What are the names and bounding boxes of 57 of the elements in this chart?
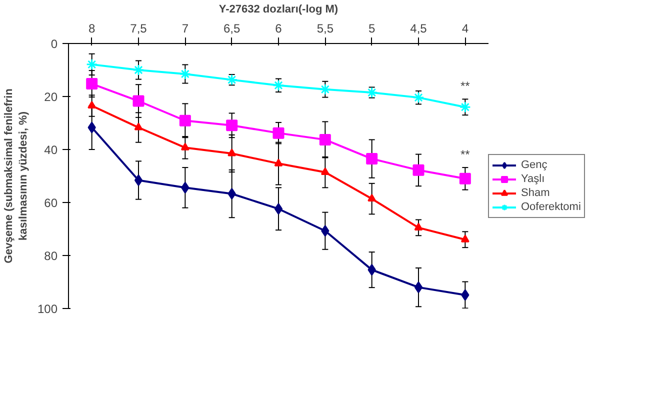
point bbox=[180, 142, 190, 150]
point bbox=[132, 95, 144, 107]
legend-label: Genç bbox=[521, 158, 548, 172]
y-tick-label: 20 bbox=[44, 90, 58, 104]
point bbox=[181, 182, 190, 194]
y-tick-label: 60 bbox=[44, 196, 58, 210]
point bbox=[134, 122, 143, 130]
point bbox=[272, 127, 284, 139]
point bbox=[319, 134, 331, 146]
point bbox=[366, 86, 378, 98]
point bbox=[460, 234, 470, 242]
point bbox=[88, 122, 96, 134]
point bbox=[459, 101, 471, 113]
x-tick-label: 8 bbox=[88, 22, 96, 36]
y-axis-title: Gevşeme (submaksimal fenilefrin kasılmasının yüzdesi, %) bbox=[3, 88, 30, 264]
x-tick-label: 6 bbox=[275, 22, 282, 36]
x-tick-label: 7 bbox=[182, 22, 189, 36]
point bbox=[459, 172, 471, 184]
point bbox=[412, 92, 424, 104]
point bbox=[226, 74, 238, 86]
x-tick-label: 7,5 bbox=[130, 22, 148, 36]
point bbox=[226, 120, 238, 132]
point bbox=[412, 164, 424, 176]
point bbox=[368, 194, 376, 202]
point bbox=[320, 168, 330, 176]
x-tick-label: 6,5 bbox=[223, 22, 240, 36]
x-axis-title: Y-27632 dozları(-log M) bbox=[218, 4, 338, 16]
legend-label: Yaşlı bbox=[521, 172, 545, 186]
legend-label: Ooferektomi bbox=[521, 200, 581, 214]
point bbox=[368, 264, 376, 276]
x-tick-label: 5,5 bbox=[316, 22, 334, 36]
x-tick-label: 4 bbox=[462, 22, 469, 36]
point bbox=[272, 80, 284, 92]
annotation: ** bbox=[460, 79, 470, 94]
point bbox=[132, 64, 144, 76]
point bbox=[179, 114, 191, 126]
point bbox=[366, 153, 378, 165]
y-tick-label: 100 bbox=[37, 302, 58, 316]
point bbox=[321, 225, 330, 237]
point bbox=[228, 188, 236, 200]
point bbox=[86, 78, 98, 90]
point bbox=[274, 203, 283, 215]
y-tick-label: 80 bbox=[44, 249, 58, 263]
y-tick-label: 0 bbox=[50, 37, 58, 51]
point bbox=[274, 158, 283, 166]
point bbox=[134, 174, 143, 186]
x-tick-label: 4,5 bbox=[410, 22, 428, 36]
point bbox=[414, 282, 423, 294]
point bbox=[461, 289, 470, 301]
y-tick-label: 40 bbox=[44, 143, 58, 157]
point bbox=[228, 148, 236, 156]
point bbox=[414, 222, 423, 230]
annotation: ** bbox=[460, 148, 470, 162]
point bbox=[179, 68, 191, 80]
x-tick-label: 5 bbox=[368, 22, 376, 36]
legend-label: Sham bbox=[521, 186, 550, 200]
point bbox=[319, 84, 331, 96]
